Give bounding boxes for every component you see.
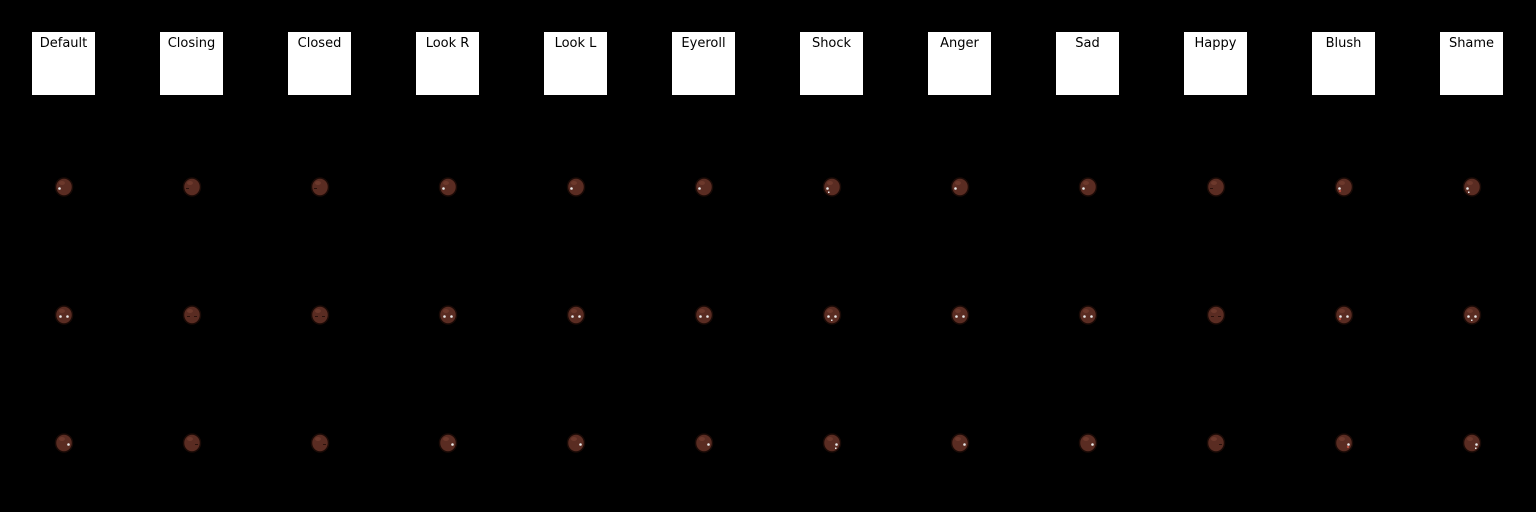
head-sprite-right-look-right [436, 430, 460, 454]
head-sprite-front-eyeroll [692, 302, 716, 326]
head-sprite-left-closed [308, 174, 332, 198]
expression-column-shock: Shock [768, 0, 896, 512]
head-sprite-right-anger [948, 430, 972, 454]
head-sprite-left-anger [948, 174, 972, 198]
expression-column-closing: Closing [128, 0, 256, 512]
expression-column-look-left: Look L [512, 0, 640, 512]
expression-column-look-right: Look R [384, 0, 512, 512]
expression-label: Happy [1184, 32, 1247, 95]
head-sprite-front-default [52, 302, 76, 326]
expression-column-happy: Happy [1152, 0, 1280, 512]
expression-column-sad: Sad [1024, 0, 1152, 512]
head-sprite-front-happy [1204, 302, 1228, 326]
head-sprite-left-look-right [436, 174, 460, 198]
head-sprite-left-eyeroll [692, 174, 716, 198]
head-sprite-front-closed [308, 302, 332, 326]
head-sprite-front-look-right [436, 302, 460, 326]
expression-column-closed: Closed [256, 0, 384, 512]
head-sprite-right-happy [1204, 430, 1228, 454]
head-sprite-left-happy [1204, 174, 1228, 198]
expression-label: Sad [1056, 32, 1119, 95]
head-sprite-right-blush [1332, 430, 1356, 454]
expression-column-blush: Blush [1280, 0, 1408, 512]
head-sprite-left-look-left [564, 174, 588, 198]
expression-label: Blush [1312, 32, 1375, 95]
head-sprite-left-sad [1076, 174, 1100, 198]
expression-column-eyeroll: Eyeroll [640, 0, 768, 512]
expression-label: Closed [288, 32, 351, 95]
head-sprite-right-default [52, 430, 76, 454]
expression-column-shame: Shame [1408, 0, 1536, 512]
expression-label: Shame [1440, 32, 1503, 95]
head-sprite-front-look-left [564, 302, 588, 326]
head-sprite-front-shame [1460, 302, 1484, 326]
head-sprite-left-default [52, 174, 76, 198]
head-sprite-front-closing [180, 302, 204, 326]
head-sprite-front-sad [1076, 302, 1100, 326]
head-sprite-left-blush [1332, 174, 1356, 198]
expression-label: Anger [928, 32, 991, 95]
expression-column-default: Default [0, 0, 128, 512]
head-sprite-left-closing [180, 174, 204, 198]
expression-column-anger: Anger [896, 0, 1024, 512]
expression-label: Look R [416, 32, 479, 95]
head-sprite-right-shock [820, 430, 844, 454]
head-sprite-right-look-left [564, 430, 588, 454]
head-sprite-right-closed [308, 430, 332, 454]
head-sprite-front-shock [820, 302, 844, 326]
head-sprite-left-shock [820, 174, 844, 198]
expression-label: Shock [800, 32, 863, 95]
head-sprite-front-anger [948, 302, 972, 326]
head-sprite-front-blush [1332, 302, 1356, 326]
head-sprite-right-eyeroll [692, 430, 716, 454]
head-sprite-right-sad [1076, 430, 1100, 454]
head-sprite-right-closing [180, 430, 204, 454]
head-sprite-left-shame [1460, 174, 1484, 198]
expression-label: Default [32, 32, 95, 95]
expression-label: Look L [544, 32, 607, 95]
head-sprite-right-shame [1460, 430, 1484, 454]
expression-label: Closing [160, 32, 223, 95]
expression-label: Eyeroll [672, 32, 735, 95]
